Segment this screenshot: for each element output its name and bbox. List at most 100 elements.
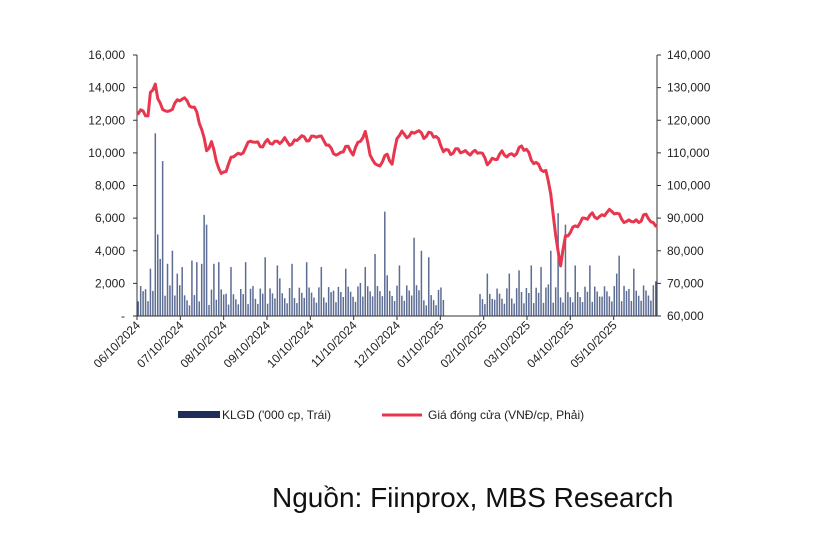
volume-bar [430, 295, 432, 316]
volume-bar [630, 300, 633, 316]
volume-bar [183, 295, 186, 316]
volume-bar [354, 301, 357, 316]
volume-bar [323, 297, 325, 316]
volume-bar [652, 285, 655, 316]
volume-bar [528, 292, 530, 316]
volume-bar [335, 302, 337, 316]
volume-bar [149, 268, 152, 316]
volume-bar [532, 303, 535, 316]
volume-bar [249, 288, 252, 316]
volume-bar [371, 296, 374, 316]
volume-bar [213, 263, 215, 316]
volume-bar [406, 285, 408, 316]
volume-bar [515, 288, 518, 316]
volume-bar [479, 294, 481, 316]
volume-bar [418, 290, 420, 316]
volume-bar [523, 303, 525, 316]
volume-bar [620, 301, 623, 316]
volume-bar [247, 304, 249, 316]
volume-bar [359, 282, 362, 316]
volume-bar [237, 304, 240, 316]
volume-bar [635, 290, 638, 316]
volume-bar [484, 304, 486, 316]
volume-bar [252, 286, 254, 316]
volume-bar [208, 304, 210, 316]
volume-bar [581, 302, 584, 316]
volume-bar [518, 270, 520, 316]
volume-bar [567, 292, 569, 316]
volume-bar [327, 287, 330, 316]
x-tick-label: 10/10/2024 [264, 318, 317, 371]
volume-bar [647, 295, 650, 316]
volume-bar [152, 290, 154, 316]
volume-bar [171, 250, 174, 316]
volume-bar [628, 288, 630, 316]
volume-bar [393, 300, 396, 316]
volume-bar [384, 211, 386, 316]
volume-bar [552, 302, 555, 316]
volume-bar [564, 224, 567, 316]
volume-bar [554, 287, 557, 316]
volume-bar [144, 289, 147, 316]
volume-bar [308, 287, 310, 316]
left-tick-label: 2,000 [95, 276, 125, 290]
legend-swatch-volume [178, 411, 220, 418]
volume-bar [293, 298, 296, 316]
volume-bar [650, 300, 652, 316]
volume-bar [381, 296, 384, 316]
volume-bar [161, 161, 164, 316]
volume-bar [601, 296, 603, 316]
volume-bar [330, 292, 332, 316]
volume-bar [510, 298, 513, 316]
left-tick-label: 16,000 [88, 48, 125, 62]
volume-bar [369, 291, 371, 316]
volume-bar [611, 301, 613, 316]
volume-bar [274, 298, 276, 316]
volume-bar [596, 291, 598, 316]
volume-bar [503, 303, 506, 316]
volume-bar [481, 299, 484, 316]
volume-bar [606, 291, 608, 316]
volume-bar [279, 278, 281, 316]
volume-bar [269, 288, 271, 316]
volume-bar [398, 265, 401, 316]
volume-bar [303, 297, 305, 316]
volume-bar [264, 257, 266, 316]
volume-bar [344, 268, 347, 316]
volume-bar [298, 287, 301, 316]
volume-bar [586, 291, 589, 316]
volume-bar [423, 300, 425, 316]
volume-bar [169, 285, 171, 316]
volume-bar [159, 258, 161, 316]
volume-bar [320, 267, 323, 316]
volume-bar [357, 286, 359, 316]
volume-bar [576, 291, 579, 316]
volume-bar [156, 234, 159, 316]
volume-bar [154, 133, 157, 316]
volume-bar [379, 291, 381, 316]
volume-bar [176, 273, 179, 316]
volume-bar [391, 295, 393, 316]
volume-bar [557, 213, 559, 316]
volume-bar [220, 289, 222, 316]
volume-bar [261, 293, 264, 316]
volume-bar [352, 296, 354, 316]
volume-bar [313, 297, 315, 316]
price-line-layer [136, 82, 658, 268]
volume-bar [305, 262, 308, 316]
volume-bar [225, 293, 227, 316]
volume-bar [374, 254, 376, 316]
volume-bar [413, 237, 415, 316]
volume-bar [215, 299, 218, 316]
volume-bar [332, 290, 335, 316]
volume-bar [362, 296, 364, 316]
volume-bar [618, 255, 620, 316]
volume-bar [396, 285, 398, 316]
volume-bar [489, 293, 491, 316]
volume-bar [291, 263, 293, 316]
volume-bar [403, 300, 406, 316]
volume-bar [254, 298, 257, 316]
left-tick-label: 6,000 [95, 211, 125, 225]
volume-bar [349, 291, 352, 316]
